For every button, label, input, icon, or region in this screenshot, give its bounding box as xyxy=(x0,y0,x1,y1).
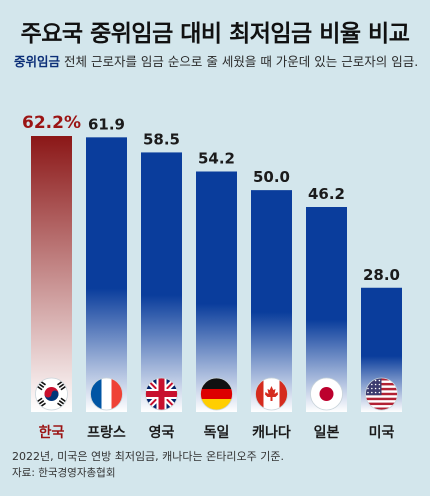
category-label-1: 프랑스 xyxy=(87,425,126,441)
category-label-4: 캐나다 xyxy=(252,425,291,441)
value-label-2: 58.5 xyxy=(143,130,180,148)
source-text: 자료: 한국경영자총협회 xyxy=(12,467,116,479)
value-label-1: 61.9 xyxy=(88,115,125,133)
category-label-0: 한국 xyxy=(39,425,65,441)
japan-flag-icon xyxy=(310,377,343,411)
value-label-5: 46.2 xyxy=(308,185,345,203)
value-label-0: 62.2% xyxy=(22,113,81,133)
definition-text: 전체 근로자를 임금 순으로 줄 세웠을 때 가운데 있는 근로자의 임금. xyxy=(60,54,419,69)
category-label-6: 미국 xyxy=(369,425,395,441)
france-flag-icon xyxy=(90,377,123,411)
usa-flag-icon xyxy=(365,377,398,411)
bar-2 xyxy=(141,152,182,412)
footnote: 2022년, 미국은 연방 최저임금, 캐나다는 온타리오주 기준. 자료: 한… xyxy=(12,448,422,482)
footnote-note: 2022년, 미국은 연방 최저임금, 캐나다는 온타리오주 기준. xyxy=(12,450,284,463)
bar-0 xyxy=(31,136,72,412)
chart-subtitle: 중위임금 전체 근로자를 임금 순으로 줄 세웠을 때 가운데 있는 근로자의 … xyxy=(14,53,419,71)
value-label-3: 54.2 xyxy=(198,149,235,167)
chart-title: 주요국 중위임금 대비 최저임금 비율 비교 xyxy=(20,21,410,47)
category-label-2: 영국 xyxy=(149,424,175,441)
canada-flag-icon xyxy=(255,377,288,411)
bar-4 xyxy=(251,190,292,412)
value-label-4: 50.0 xyxy=(253,168,290,186)
category-label-5: 일본 xyxy=(314,425,340,441)
korea-flag-icon xyxy=(35,377,68,411)
bar-1 xyxy=(86,137,127,413)
value-label-6: 28.0 xyxy=(363,266,400,284)
category-label-3: 독일 xyxy=(204,425,230,441)
definition-term: 중위임금 xyxy=(14,54,61,69)
uk-flag-icon xyxy=(145,377,178,411)
germany-flag-icon xyxy=(200,377,233,411)
bar-3 xyxy=(196,171,237,412)
